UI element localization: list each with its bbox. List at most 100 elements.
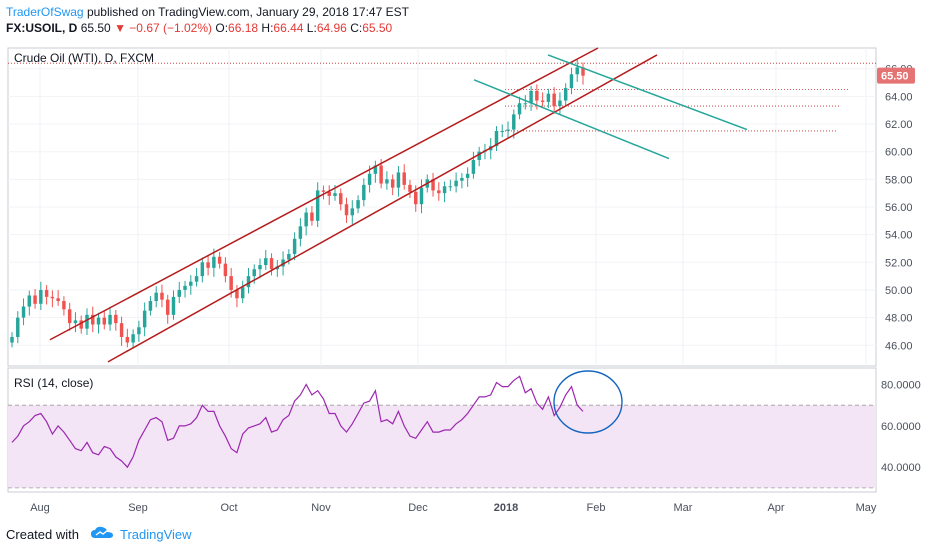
candle-body — [27, 295, 32, 307]
candle-body — [437, 190, 441, 194]
tradingview-brand[interactable]: TradingView — [120, 527, 192, 542]
candle-body — [212, 256, 216, 268]
rsi-tick-label: 80.0000 — [881, 380, 921, 392]
price-grid — [8, 48, 876, 366]
candle-body — [62, 301, 66, 310]
candle-body — [217, 256, 222, 264]
candle-body — [402, 172, 406, 185]
candle-body — [356, 200, 360, 209]
candle-body — [264, 258, 268, 266]
rsi-band — [8, 405, 876, 488]
candle-body — [390, 179, 395, 188]
candle-body — [304, 212, 308, 227]
tradingview-cloud-icon — [90, 525, 113, 547]
candle-body — [506, 129, 510, 131]
candle-body — [252, 269, 256, 277]
candle-body — [465, 173, 470, 178]
candle-body — [119, 323, 124, 337]
candle-body — [183, 285, 187, 290]
chart-header: TraderOfSwag published on TradingView.co… — [6, 4, 926, 38]
candle-body — [292, 238, 297, 255]
candle-body — [240, 287, 245, 299]
candle-body — [512, 114, 516, 130]
time-tick-label: Nov — [311, 502, 331, 514]
close-value: 65.50 — [362, 21, 393, 35]
price-tick-label: 56.00 — [885, 202, 913, 214]
footer: Created with TradingView — [6, 524, 192, 546]
trend-lower-line[interactable] — [473, 79, 670, 160]
candle-body — [206, 262, 210, 268]
candle-body — [298, 226, 303, 239]
candle-body — [333, 193, 337, 196]
candle-body — [581, 67, 585, 76]
price-tick-label: 64.00 — [885, 91, 913, 103]
rsi-band-bounds — [8, 404, 876, 489]
chart-canvas[interactable]: Crude Oil (WTI), D, FXCM 66.0064.0062.00… — [0, 38, 932, 520]
candle-body — [454, 180, 458, 187]
candle-body — [523, 103, 528, 105]
channel-upper-line[interactable] — [49, 47, 599, 341]
price-pane-title: Crude Oil (WTI), D, FXCM — [14, 51, 154, 65]
rsi-axis: 80.0000 60.0000 40.0000 — [881, 380, 921, 475]
price-change: −0.67 (−1.02%) — [129, 21, 213, 35]
candle-body — [419, 187, 424, 205]
price-pane[interactable]: Crude Oil (WTI), D, FXCM 66.0064.0062.00… — [7, 47, 915, 367]
time-tick-label: Sep — [128, 502, 148, 514]
candle-body — [200, 262, 205, 277]
candle-body — [96, 317, 101, 325]
time-tick-label: Mar — [674, 502, 693, 514]
time-tick-label: Feb — [587, 502, 606, 514]
time-tick-label: Oct — [220, 502, 237, 514]
candle-body — [148, 301, 153, 311]
candle-body — [21, 306, 26, 318]
candle-body — [350, 208, 355, 216]
candle-body — [258, 265, 262, 270]
high-value: 66.44 — [273, 21, 304, 35]
candle-body — [137, 327, 141, 335]
rsi-circle-annotation[interactable] — [553, 370, 623, 434]
rsi-pane[interactable]: RSI (14, close) 80.0000 60.0000 40.0000 — [7, 367, 921, 493]
rsi-series-line — [11, 375, 584, 469]
candle-body — [460, 177, 464, 181]
last-price-tag: 65.50 — [877, 67, 915, 84]
publish-line: TraderOfSwag published on TradingView.co… — [6, 4, 926, 20]
candle-body — [379, 165, 383, 184]
candle-body — [165, 299, 170, 315]
channel-lower-line[interactable] — [107, 54, 658, 363]
candle-body — [16, 317, 20, 337]
candle-body — [414, 191, 418, 205]
candle-body — [569, 74, 574, 89]
ohlc-legend: FX:USOIL, D 65.50 ▼ −0.67 (−1.02%) O:66.… — [6, 20, 926, 36]
candle-body — [189, 281, 193, 286]
candle-body — [269, 258, 274, 270]
candle-body — [223, 263, 228, 277]
candle-body — [575, 67, 579, 75]
candle-body — [517, 103, 522, 115]
price-tick-label: 54.00 — [885, 230, 913, 242]
candle-body — [73, 320, 78, 324]
candle-body — [91, 314, 95, 325]
candle-body — [235, 289, 239, 299]
candle-body — [194, 276, 199, 282]
candle-body — [131, 334, 135, 343]
price-axis: 66.0064.0062.0060.0058.0056.0054.0052.00… — [885, 64, 913, 353]
published-text: published on TradingView.com, January 29… — [86, 5, 409, 19]
price-tick-label: 46.00 — [885, 340, 913, 352]
author-link[interactable]: TraderOfSwag — [6, 5, 84, 19]
price-tick-label: 50.00 — [885, 285, 913, 297]
candle-body — [373, 165, 378, 174]
candle-body — [367, 173, 372, 185]
price-tick-label: 58.00 — [885, 174, 913, 186]
candle-body — [229, 276, 233, 290]
candle-body — [56, 298, 60, 302]
trendline-drawings[interactable] — [49, 47, 748, 363]
low-label: L: — [306, 21, 317, 35]
close-label: C: — [350, 21, 363, 35]
candle-body — [287, 254, 291, 260]
candle-body — [177, 289, 181, 297]
rsi-pane-title: RSI (14, close) — [14, 376, 93, 390]
candle-body — [385, 179, 389, 184]
candle-body — [408, 184, 412, 192]
trend-upper-line[interactable] — [547, 54, 748, 131]
price-tick-label: 48.00 — [885, 313, 913, 325]
